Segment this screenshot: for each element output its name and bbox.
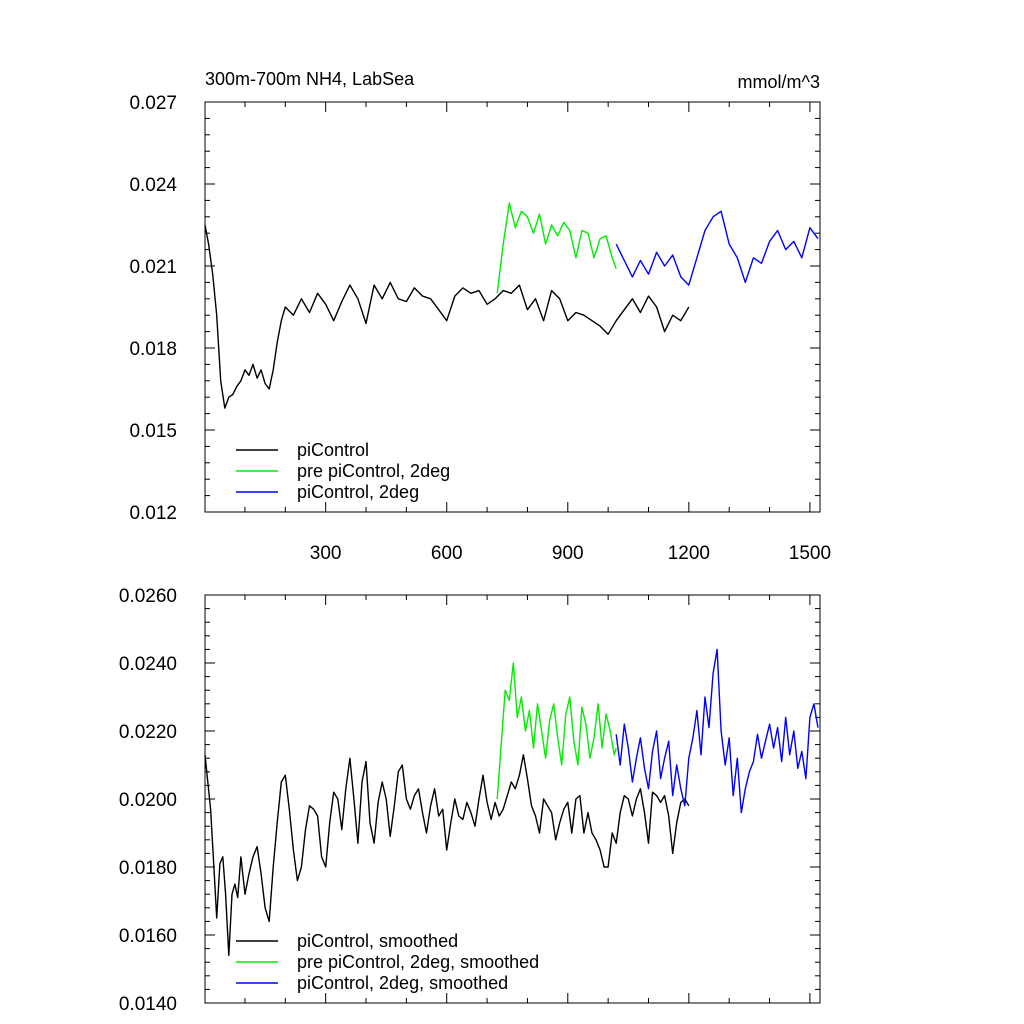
- top-ytick-label: 0.024: [129, 175, 177, 196]
- top-xtick-label: 1500: [789, 543, 831, 564]
- bottom-ytick-label: 0.0140: [119, 994, 177, 1015]
- top-chart-units: mmol/m^3: [738, 72, 820, 92]
- bottom-series-line-0: [204, 754, 690, 957]
- top-xtick-label: 600: [431, 543, 463, 564]
- bottom-ytick-label: 0.0240: [119, 654, 177, 675]
- top-plot-frame: [204, 101, 821, 513]
- top-legend-label-2: piControl, 2deg: [297, 482, 419, 502]
- bottom-chart: 0.0140 0.0160 0.0180 0.0200 0.0220 0.0240 0.02…: [119, 586, 821, 1015]
- top-legend-label-1: pre piControl, 2deg: [297, 461, 450, 481]
- bottom-series-line-1: [496, 662, 617, 800]
- top-ytick-label: 0.018: [129, 339, 177, 360]
- bottom-ytick-label: 0.0180: [119, 858, 177, 879]
- top-series-line-0: [204, 224, 690, 409]
- top-series: [204, 202, 819, 409]
- bottom-series: [204, 648, 819, 957]
- top-ticks: 0.012 0.015 0.018 0.021 0.024 0.027 300 600 900 1…: [129, 93, 831, 564]
- top-series-line-1: [496, 202, 617, 294]
- bottom-ytick-label: 0.0260: [119, 586, 177, 607]
- top-ytick-label: 0.015: [129, 421, 177, 442]
- top-legend-label-0: piControl: [297, 440, 369, 460]
- top-xtick-label: 1200: [668, 543, 710, 564]
- bottom-ticks: 0.0140 0.0160 0.0180 0.0200 0.0220 0.0240 0.02…: [119, 586, 820, 1015]
- bottom-legend-label-1: pre piControl, 2deg, smoothed: [297, 952, 539, 972]
- bottom-series-line-2: [615, 648, 819, 814]
- bottom-ytick-label: 0.0200: [119, 790, 177, 811]
- bottom-ytick-label: 0.0220: [119, 722, 177, 743]
- bottom-ytick-label: 0.0160: [119, 926, 177, 947]
- bottom-legend-label-0: piControl, smoothed: [297, 931, 458, 951]
- top-xtick-label: 900: [552, 543, 584, 564]
- top-ytick-label: 0.012: [129, 503, 177, 524]
- bottom-legend-label-2: piControl, 2deg, smoothed: [297, 973, 508, 993]
- top-chart-title: 300m-700m NH4, LabSea: [205, 69, 415, 89]
- top-chart: 300m-700m NH4, LabSea mmol/m^3 0.0120.01…: [129, 69, 831, 564]
- top-ytick-label: 0.021: [129, 257, 177, 278]
- top-series-line-2: [615, 210, 819, 286]
- top-ytick-label: 0.027: [129, 93, 177, 114]
- top-xtick-label: 300: [310, 543, 342, 564]
